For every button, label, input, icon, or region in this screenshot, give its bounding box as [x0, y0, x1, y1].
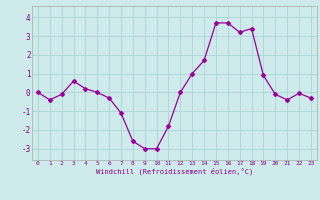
- X-axis label: Windchill (Refroidissement éolien,°C): Windchill (Refroidissement éolien,°C): [96, 168, 253, 175]
